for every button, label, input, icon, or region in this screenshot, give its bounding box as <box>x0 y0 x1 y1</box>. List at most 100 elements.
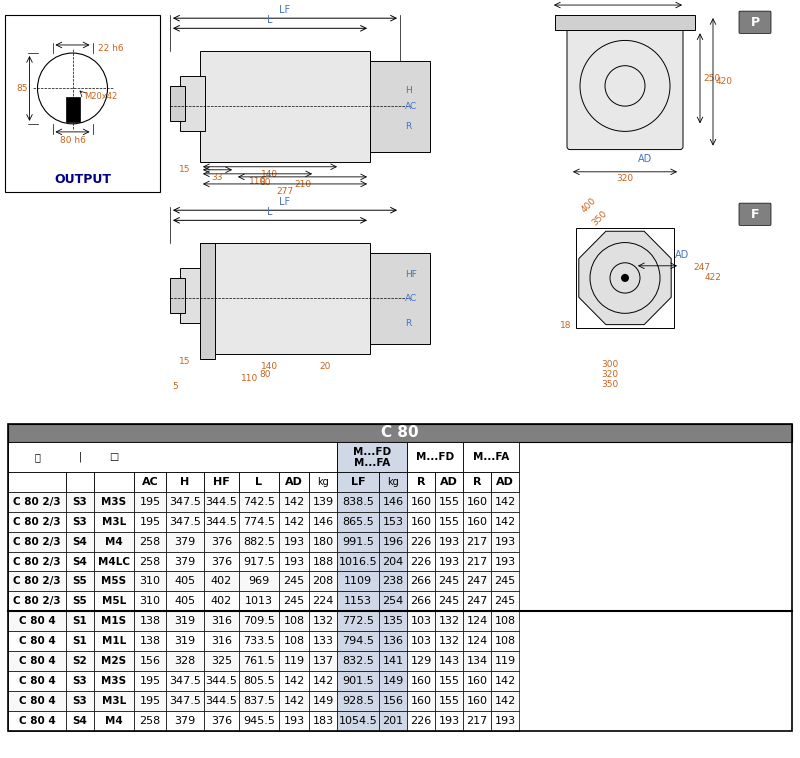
Bar <box>279 572 309 591</box>
Text: M3L: M3L <box>102 696 126 706</box>
Bar <box>407 471 435 492</box>
Text: 226: 226 <box>410 556 432 566</box>
Bar <box>166 612 204 631</box>
Bar <box>435 492 463 512</box>
Bar <box>337 492 379 512</box>
Bar <box>204 631 239 651</box>
Text: 245: 245 <box>283 577 305 587</box>
Text: M...FD: M...FD <box>416 452 454 462</box>
Text: 142: 142 <box>494 517 516 527</box>
Text: HF: HF <box>213 477 230 487</box>
Bar <box>337 631 379 651</box>
Bar <box>463 552 491 572</box>
Bar <box>134 711 166 731</box>
Text: 370: 370 <box>616 0 634 2</box>
Text: 156: 156 <box>139 656 161 666</box>
Text: S3: S3 <box>73 517 87 527</box>
Text: 149: 149 <box>312 696 334 706</box>
Text: AD: AD <box>440 477 458 487</box>
Bar <box>8 711 66 731</box>
Text: 133: 133 <box>313 636 334 647</box>
Text: 238: 238 <box>382 577 404 587</box>
Text: 195: 195 <box>139 676 161 686</box>
Text: 865.5: 865.5 <box>342 517 374 527</box>
Text: 319: 319 <box>174 636 195 647</box>
Bar <box>370 252 430 343</box>
Bar <box>407 591 435 612</box>
Bar <box>463 531 491 552</box>
Bar <box>239 552 279 572</box>
Text: 110: 110 <box>242 374 258 383</box>
Text: 108: 108 <box>494 636 515 647</box>
Text: F: F <box>750 208 759 221</box>
Bar <box>94 711 134 731</box>
Bar <box>337 471 379 492</box>
Bar <box>204 471 239 492</box>
Bar <box>463 591 491 612</box>
Text: 347.5: 347.5 <box>169 496 201 506</box>
Bar <box>337 531 379 552</box>
Text: 420: 420 <box>716 77 733 86</box>
Text: 772.5: 772.5 <box>342 616 374 626</box>
Bar <box>379 631 407 651</box>
Text: 742.5: 742.5 <box>243 496 275 506</box>
Bar <box>463 711 491 731</box>
Text: 108: 108 <box>283 636 305 647</box>
Text: 108: 108 <box>494 616 515 626</box>
Text: 141: 141 <box>382 656 403 666</box>
Text: R: R <box>473 477 482 487</box>
Bar <box>8 424 792 442</box>
Text: 245: 245 <box>283 597 305 606</box>
Text: 277: 277 <box>277 187 294 196</box>
Bar <box>309 552 337 572</box>
Text: 1153: 1153 <box>344 597 372 606</box>
Text: C 80 4: C 80 4 <box>18 676 55 686</box>
Text: AD: AD <box>638 154 652 164</box>
Text: 1109: 1109 <box>344 577 372 587</box>
Text: 379: 379 <box>174 716 196 726</box>
Bar <box>309 572 337 591</box>
Bar <box>8 612 66 631</box>
Text: R: R <box>405 122 411 131</box>
Bar <box>134 572 166 591</box>
Bar <box>407 711 435 731</box>
Bar <box>239 572 279 591</box>
Bar <box>94 591 134 612</box>
Bar <box>170 278 185 313</box>
Text: □: □ <box>110 452 118 462</box>
Bar <box>166 471 204 492</box>
Bar <box>463 631 491 651</box>
Bar <box>463 471 491 492</box>
Text: 132: 132 <box>438 616 459 626</box>
Bar <box>407 572 435 591</box>
Text: 266: 266 <box>410 577 431 587</box>
Text: 325: 325 <box>211 656 232 666</box>
Bar <box>279 492 309 512</box>
Text: 142: 142 <box>283 696 305 706</box>
Text: 310: 310 <box>139 577 161 587</box>
Bar <box>180 76 205 131</box>
Text: 193: 193 <box>494 556 515 566</box>
Text: kg: kg <box>317 477 329 487</box>
Bar <box>8 492 66 512</box>
Text: 193: 193 <box>283 537 305 547</box>
Circle shape <box>620 81 630 91</box>
Text: 143: 143 <box>438 656 459 666</box>
Bar <box>279 552 309 572</box>
Text: C 80 4: C 80 4 <box>18 616 55 626</box>
Text: P: P <box>750 16 759 29</box>
Text: 193: 193 <box>283 556 305 566</box>
Bar <box>166 492 204 512</box>
Bar <box>435 512 463 531</box>
Bar <box>8 471 66 492</box>
Text: S5: S5 <box>73 597 87 606</box>
Bar <box>279 651 309 672</box>
Bar <box>279 471 309 492</box>
Text: C 80 2/3: C 80 2/3 <box>13 597 61 606</box>
Text: 350: 350 <box>602 380 618 389</box>
Bar <box>435 651 463 672</box>
Bar <box>491 531 519 552</box>
Text: M...FD: M...FD <box>353 447 391 457</box>
Text: 160: 160 <box>410 696 431 706</box>
Bar <box>379 711 407 731</box>
